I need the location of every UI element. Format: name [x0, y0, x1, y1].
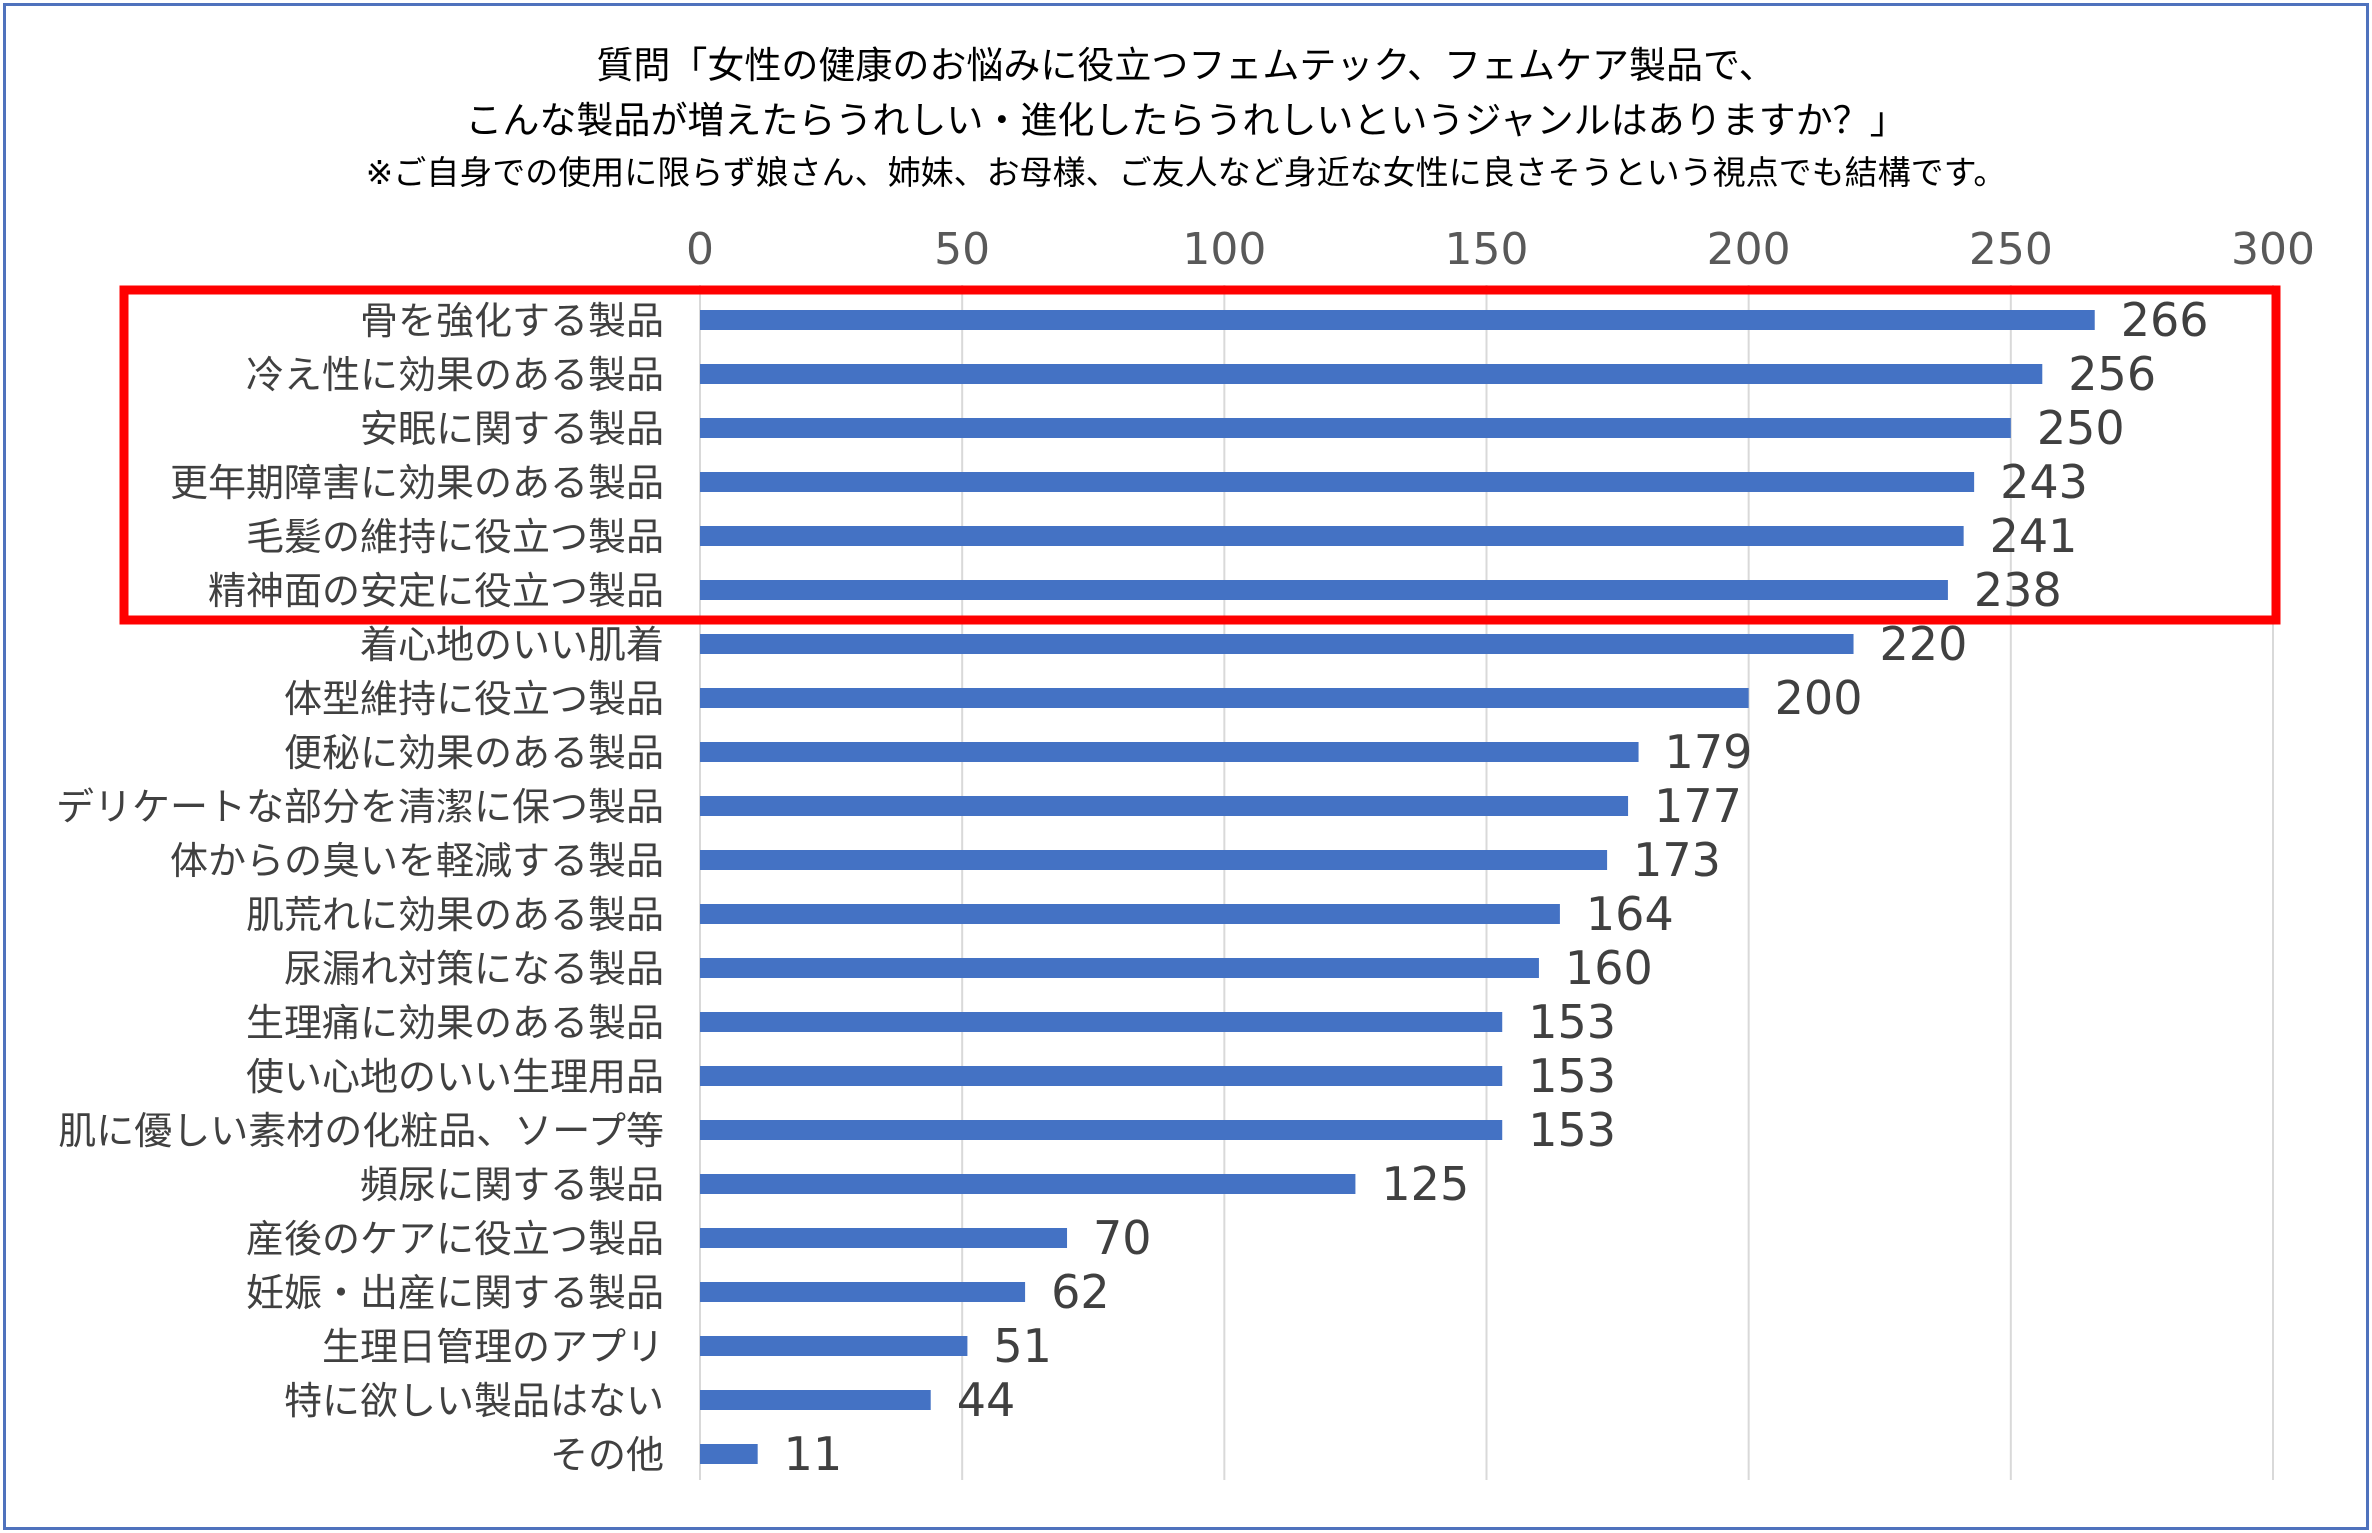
bar	[700, 364, 2043, 384]
bar	[700, 1120, 1503, 1140]
category-label: 特に欲しい製品はない	[284, 1379, 664, 1423]
bar	[700, 634, 1854, 654]
category-label: 便秘に効果のある製品	[284, 731, 664, 775]
category-label: 使い心地のいい生理用品	[246, 1055, 664, 1099]
value-label: 200	[1775, 671, 1863, 725]
value-label: 153	[1528, 995, 1616, 1049]
x-tick-label: 0	[686, 224, 714, 275]
category-label: その他	[550, 1433, 664, 1477]
category-label: 着心地のいい肌着	[360, 623, 664, 667]
bar	[700, 1282, 1026, 1302]
chart-title-block: 質問「女性の健康のお悩みに役立つフェムテック、フェムケア製品で、 こんな製品が増…	[0, 38, 2372, 198]
chart-title-line-1: 質問「女性の健康のお悩みに役立つフェムテック、フェムケア製品で、	[596, 44, 1776, 87]
value-label: 160	[1565, 941, 1653, 995]
chart-frame	[3, 3, 2369, 1530]
category-label: 体からの臭いを軽減する製品	[170, 839, 664, 883]
value-label: 62	[1051, 1265, 1110, 1319]
category-label: 体型維持に役立つ製品	[284, 677, 664, 721]
value-label: 177	[1654, 779, 1742, 833]
category-label: 更年期障害に効果のある製品	[170, 461, 664, 505]
bar	[700, 742, 1639, 762]
bar	[700, 310, 2095, 330]
value-label: 164	[1586, 887, 1674, 941]
value-label: 256	[2068, 347, 2156, 401]
category-label: 頻尿に関する製品	[360, 1163, 664, 1207]
x-tick-label: 200	[1707, 224, 1791, 275]
bar	[700, 1228, 1068, 1248]
bar	[700, 526, 1964, 546]
x-tick-label: 100	[1182, 224, 1266, 275]
x-tick-label: 50	[934, 224, 990, 275]
category-label: 肌に優しい素材の化粧品、ソープ等	[58, 1109, 664, 1153]
bar	[700, 580, 1948, 600]
category-label: 妊娠・出産に関する製品	[246, 1271, 664, 1315]
value-label: 243	[2000, 455, 2088, 509]
value-label: 266	[2121, 293, 2209, 347]
highlight-box	[119, 285, 2281, 625]
bar	[700, 472, 1975, 492]
category-label: 尿漏れ対策になる製品	[284, 947, 664, 991]
x-tick-label: 300	[2231, 224, 2315, 275]
value-label: 51	[993, 1319, 1052, 1373]
bar	[700, 958, 1539, 978]
bar	[700, 1066, 1503, 1086]
bar	[700, 850, 1608, 870]
bar	[700, 796, 1629, 816]
value-label: 125	[1381, 1157, 1469, 1211]
value-label: 241	[1990, 509, 2078, 563]
category-label: 産後のケアに役立つ製品	[246, 1217, 664, 1261]
value-label: 179	[1665, 725, 1753, 779]
category-label: 冷え性に効果のある製品	[246, 353, 664, 397]
bar	[700, 904, 1560, 924]
value-label: 220	[1880, 617, 1968, 671]
bar	[700, 688, 1749, 708]
value-label: 44	[957, 1373, 1016, 1427]
bar	[700, 1336, 968, 1356]
bar	[700, 418, 2011, 438]
x-tick-label: 150	[1445, 224, 1529, 275]
category-label: 骨を強化する製品	[360, 299, 664, 343]
value-label: 70	[1093, 1211, 1152, 1265]
x-axis-tick-labels: 0 50 100 150 200 250 300	[686, 224, 2315, 275]
value-label: 238	[1974, 563, 2062, 617]
value-label: 153	[1528, 1103, 1616, 1157]
category-label: 毛髪の維持に役立つ製品	[246, 515, 664, 559]
category-labels: 骨を強化する製品冷え性に効果のある製品安眠に関する製品更年期障害に効果のある製品…	[56, 299, 664, 1477]
chart-subtitle: ※ご自身での使用に限らず娘さん、姉妹、お母様、ご友人など身近な女性に良さそうとい…	[365, 153, 2007, 192]
bar	[700, 1174, 1356, 1194]
category-label: 生理日管理のアプリ	[322, 1325, 664, 1369]
category-label: 肌荒れに効果のある製品	[246, 893, 664, 937]
bar	[700, 1444, 758, 1464]
value-labels: 2662562502432412382202001791771731641601…	[784, 293, 2209, 1481]
bar	[700, 1012, 1503, 1032]
bars	[700, 310, 2095, 1464]
value-label: 11	[784, 1427, 843, 1481]
value-label: 173	[1633, 833, 1721, 887]
category-label: デリケートな部分を清潔に保つ製品	[56, 785, 664, 829]
category-label: 安眠に関する製品	[360, 407, 664, 451]
x-tick-label: 250	[1969, 224, 2053, 275]
category-label: 生理痛に効果のある製品	[246, 1001, 664, 1045]
value-label: 250	[2037, 401, 2125, 455]
bar	[700, 1390, 931, 1410]
chart-title-line-2: こんな製品が増えたらうれしい・進化したらうれしいというジャンルはありますか？」	[465, 99, 1907, 142]
category-label: 精神面の安定に役立つ製品	[208, 569, 664, 613]
value-label: 153	[1528, 1049, 1616, 1103]
highlight-group	[119, 285, 2281, 625]
